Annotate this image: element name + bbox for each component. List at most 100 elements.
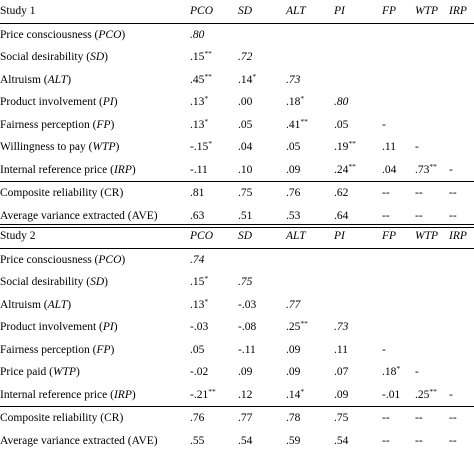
row-label: Social desirability (SD) xyxy=(0,271,190,294)
summary-row: Composite reliability (CR).81.75.76.62--… xyxy=(0,182,474,205)
summary-cell: -- xyxy=(449,430,474,452)
cell-value: - xyxy=(382,344,386,356)
study-table: Study 2 PCO SD ALT PI FP WTP IRP Price c… xyxy=(0,224,474,452)
correlation-cell xyxy=(334,23,382,46)
table-row: Social desirability (SD).15*.75 xyxy=(0,271,474,294)
summary-row: Average variance extracted (AVE).55.54.5… xyxy=(0,430,474,452)
correlation-cell xyxy=(449,136,474,159)
correlation-cell xyxy=(449,316,474,339)
cell-value: - xyxy=(449,389,453,401)
correlation-cell: .41** xyxy=(286,114,334,137)
table-row: Price consciousness (PCO).80 xyxy=(0,23,474,46)
correlation-cell: .18* xyxy=(286,91,334,114)
cell-value: .15 xyxy=(190,51,204,63)
correlation-cell: - xyxy=(415,136,449,159)
correlation-cell: .15** xyxy=(190,46,238,69)
correlation-cell xyxy=(334,271,382,294)
summary-cell: .55 xyxy=(190,430,238,452)
correlation-cell: - xyxy=(382,114,415,137)
row-label: Fairness perception (FP) xyxy=(0,114,190,137)
row-label-abbr: PCO xyxy=(98,254,121,266)
cell-value: .25 xyxy=(415,389,429,401)
significance-marker: * xyxy=(204,297,208,306)
row-label-text: Price consciousness ( xyxy=(0,254,98,266)
correlation-cell xyxy=(415,23,449,46)
correlation-cell: -.15* xyxy=(190,136,238,159)
cell-value: -.03 xyxy=(190,321,208,333)
cell-value: .72 xyxy=(238,51,252,63)
cell-value: .11 xyxy=(382,141,396,153)
summary-cell: .81 xyxy=(190,182,238,205)
row-label-abbr: PI xyxy=(103,321,114,333)
summary-cell: -- xyxy=(382,182,415,205)
row-label: Altruism (ALT) xyxy=(0,69,190,92)
correlation-cell xyxy=(382,294,415,317)
column-header: WTP xyxy=(415,0,449,23)
row-label-text: Fairness perception ( xyxy=(0,344,96,356)
table-row: Product involvement (PI)-.03-.08.25**.73 xyxy=(0,316,474,339)
significance-marker: ** xyxy=(429,387,437,396)
cell-value: .04 xyxy=(382,164,396,176)
significance-marker: ** xyxy=(348,139,356,148)
correlation-cell xyxy=(415,271,449,294)
correlation-cell: -.21** xyxy=(190,384,238,407)
significance-marker: ** xyxy=(429,162,437,171)
cell-value: .07 xyxy=(334,366,348,378)
table-row: Altruism (ALT).13*-.03.77 xyxy=(0,294,474,317)
correlation-cell: - xyxy=(415,361,449,384)
correlation-cell: .13* xyxy=(190,294,238,317)
cell-value: - xyxy=(415,141,419,153)
cell-value: .12 xyxy=(238,389,252,401)
correlation-cell xyxy=(449,23,474,46)
cell-value: .24 xyxy=(334,164,348,176)
row-label-abbr: ALT xyxy=(48,74,68,86)
correlation-cell: .24** xyxy=(334,159,382,182)
correlation-cell xyxy=(449,271,474,294)
row-label-abbr: ALT xyxy=(48,299,68,311)
cell-value: -.11 xyxy=(190,164,208,176)
summary-label: Composite reliability (CR) xyxy=(0,182,190,205)
table-row: Altruism (ALT).45**.14*.73 xyxy=(0,69,474,92)
correlation-cell xyxy=(449,46,474,69)
correlation-cell: .15* xyxy=(190,271,238,294)
correlation-cell: .13* xyxy=(190,114,238,137)
row-label-text: Internal reference price ( xyxy=(0,389,114,401)
correlation-cell: -.01 xyxy=(382,384,415,407)
summary-cell: .78 xyxy=(286,407,334,430)
header-row: Study 2 PCO SD ALT PI FP WTP IRP xyxy=(0,225,474,249)
correlation-cell xyxy=(415,294,449,317)
correlation-cell: .80 xyxy=(334,91,382,114)
correlation-cell xyxy=(415,339,449,362)
correlation-cell xyxy=(415,114,449,137)
cell-value: .73 xyxy=(334,321,348,333)
row-label: Price paid (WTP) xyxy=(0,361,190,384)
row-label-abbr: SD xyxy=(90,51,104,63)
summary-cell: -- xyxy=(449,407,474,430)
correlation-cell xyxy=(382,23,415,46)
summary-cell: -- xyxy=(382,407,415,430)
correlation-cell: .11 xyxy=(334,339,382,362)
significance-marker: * xyxy=(396,364,400,373)
cell-value: .13 xyxy=(190,299,204,311)
table-row: Internal reference price (IRP)-.21**.12.… xyxy=(0,384,474,407)
correlation-cell: -.03 xyxy=(190,316,238,339)
cell-value: -.02 xyxy=(190,366,208,378)
correlation-cell: .45** xyxy=(190,69,238,92)
row-label-text: Altruism ( xyxy=(0,74,48,86)
column-header: SD xyxy=(238,225,286,249)
correlation-cell: .18* xyxy=(382,361,415,384)
correlation-cell xyxy=(334,294,382,317)
correlation-cell xyxy=(382,46,415,69)
correlation-cell: .09 xyxy=(286,159,334,182)
row-label-text: Product involvement ( xyxy=(0,321,103,333)
row-label: Internal reference price (IRP) xyxy=(0,159,190,182)
column-header: WTP xyxy=(415,225,449,249)
correlation-cell xyxy=(449,248,474,271)
correlation-cell: -.11 xyxy=(238,339,286,362)
significance-marker: * xyxy=(300,387,304,396)
correlation-cell: .13* xyxy=(190,91,238,114)
summary-cell: -- xyxy=(449,182,474,205)
correlation-cell xyxy=(238,23,286,46)
summary-cell: .75 xyxy=(334,407,382,430)
